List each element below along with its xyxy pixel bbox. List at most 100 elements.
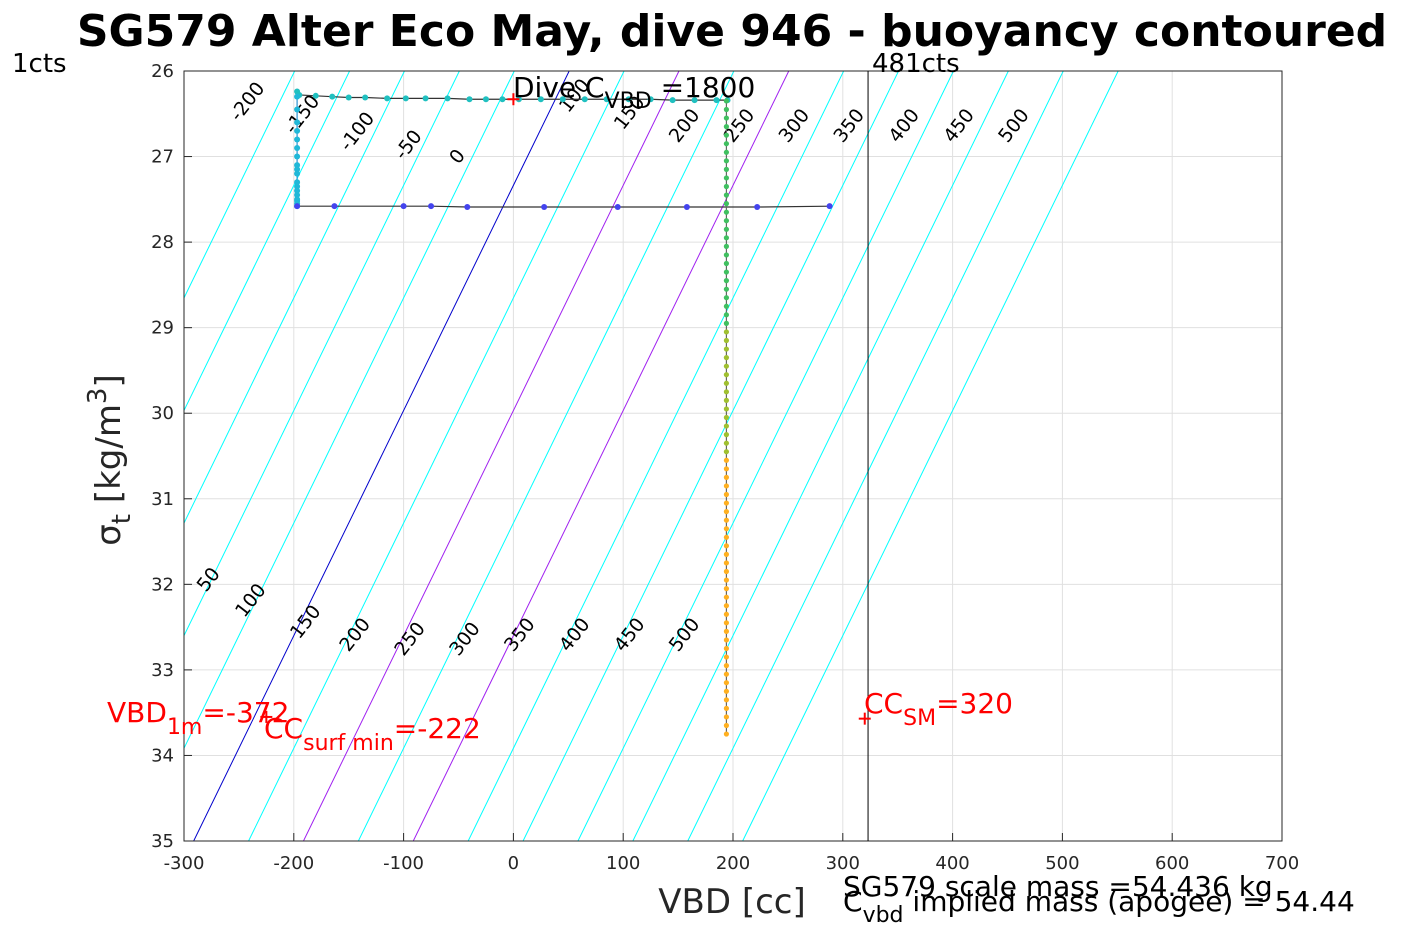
series-top-point [402,95,409,102]
series-right-point [723,295,730,301]
series-right-point [723,286,730,292]
series-right-point [723,534,730,540]
series-right-point [723,166,730,172]
chart-title: SG579 Alter Eco May, dive 946 - buoyancy… [77,6,1387,57]
series-top-point [482,96,489,103]
series-top-point [345,94,352,101]
contour-line--250 [184,71,296,300]
series-right-point [723,243,730,249]
contour-label-upper: -50 [390,126,426,164]
series-right-point [723,235,730,241]
contour-line--100 [184,71,460,637]
y-tick-label: 31 [151,489,174,510]
series-right-point [723,303,730,309]
series-bottom-point [294,203,301,210]
y-tick-label: 26 [151,61,174,82]
series-top-point [559,96,566,103]
series-top-point [669,97,676,104]
series-right-point [723,603,730,609]
series-right-point [723,260,730,267]
series-left-point [294,136,301,143]
series-top-point [581,96,588,103]
series-top-point [312,92,319,99]
series-right-point [723,432,730,438]
buoyancy-contours [184,71,1119,841]
dive-cvbd-label: Dive CVBD =1800 [513,71,755,114]
reference-line-label: 481cts [872,49,960,79]
series-right-point [723,517,730,523]
contour-label-lower: 350 [500,614,540,656]
y-tick-label: 27 [151,147,174,168]
y-tick-label: 34 [151,745,174,766]
y-tick-label: 29 [151,318,174,339]
x-tick-label: -100 [383,853,424,874]
series-right-point [723,568,730,575]
contour-line-50 [248,71,625,841]
series-right-point [723,483,730,489]
x-tick-label: 700 [1265,853,1299,874]
contour-label-lower: 200 [335,614,375,656]
series-right-point [723,714,730,720]
series-right-point [723,645,730,652]
series-right-point [723,149,730,155]
contour-line-0 [193,71,570,841]
contour-label-lower: 100 [231,580,271,622]
contour-line-450 [687,71,1064,841]
contour-line-300 [522,71,900,841]
series-right-point [723,423,730,429]
y-tick-label: 30 [151,403,174,424]
contour-label-upper: 400 [884,105,924,147]
series-top-point [329,93,336,100]
series-right-point [723,637,730,643]
series-right-point [723,551,730,557]
series-right-point [723,218,730,224]
series-right-point [723,209,730,215]
contour-line-100 [303,71,680,841]
contour-line--200 [184,71,351,412]
contour-label-lower: 150 [286,601,326,643]
series-right-point [723,722,730,729]
series-left-point [294,127,301,134]
series-right-point [723,628,730,634]
y-tick-label: 28 [151,232,174,253]
contour-label-lower: 400 [555,614,595,656]
series-bottom-point [428,203,435,210]
x-axis-label: VBD [cc] [658,882,806,922]
scale-mass-note: SG579 scale mass =54.436 kg [843,870,1273,903]
series-right-point [723,500,730,506]
series-left-point [294,183,301,190]
series-top-point [713,97,720,104]
series-right-point [723,98,730,104]
series-right-point [723,560,730,566]
series-right-point [723,406,730,412]
series-right-point [723,329,730,335]
series-right-point [723,466,730,472]
contour-label-lower: 500 [665,614,705,656]
series-right-point [723,269,730,275]
series-right-point [723,577,730,583]
series-right-point [723,594,730,600]
series-right-point [723,106,730,113]
contour-line-400 [632,71,1009,841]
series-right-point [723,355,730,361]
contour-label-upper: 500 [994,105,1034,147]
series-left-point [294,170,301,177]
contour-line-250 [467,71,845,841]
contour-label-lower: 300 [445,618,485,660]
svg-text:σt [kg/m3]: σt [kg/m3] [83,374,137,546]
series-left-point [294,187,301,194]
series-left-point [294,179,301,186]
series-right-point [723,440,730,446]
implied-mass-note: Cvbd implied mass (apogee) = 54.44 [843,885,1355,928]
x-tick-label: 500 [1045,853,1079,874]
series-right-point [723,586,730,592]
series-right-point [723,320,730,326]
series-left-point [294,166,301,173]
series-right-point [723,543,730,549]
y-axis-label: σt [kg/m3] [83,374,137,546]
series-top-point [647,96,654,103]
series-left-point [294,145,301,151]
series-left-point [294,106,301,113]
